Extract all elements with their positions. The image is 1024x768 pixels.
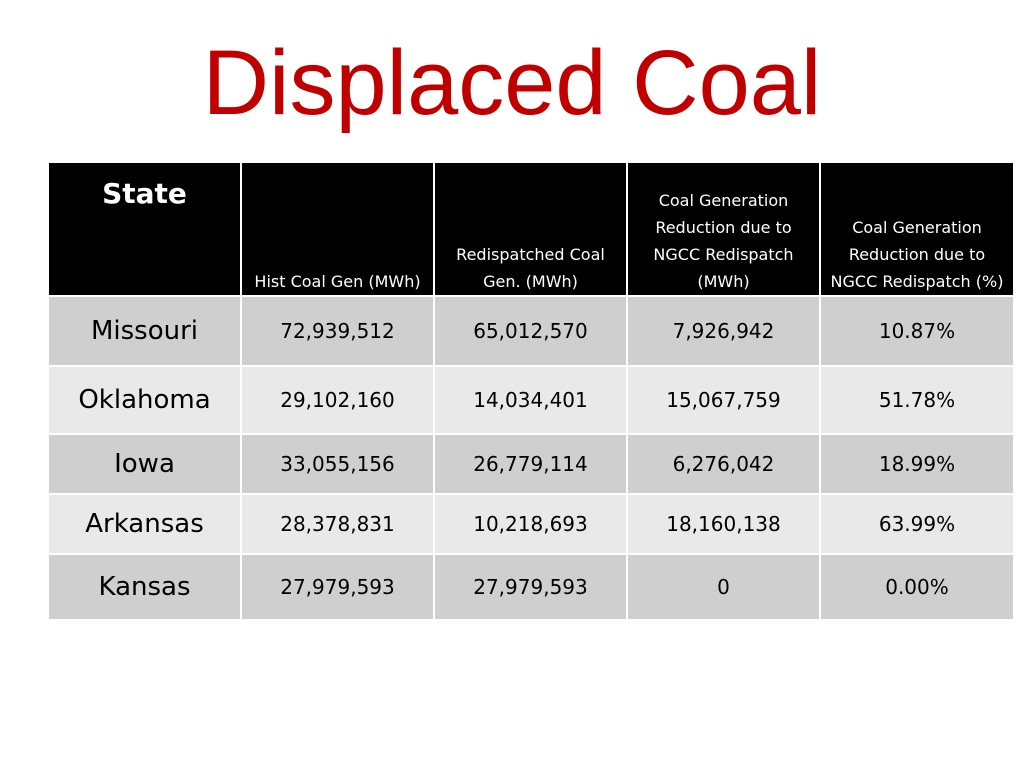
redispatched-coal-gen-cell: 14,034,401 bbox=[433, 365, 628, 435]
redispatched-coal-gen-cell: 10,218,693 bbox=[433, 493, 628, 555]
table-row: Oklahoma 29,102,160 14,034,401 15,067,75… bbox=[47, 365, 1015, 435]
reduction-pct-cell: 10.87% bbox=[819, 295, 1015, 367]
state-cell: Oklahoma bbox=[47, 365, 242, 435]
table-header-row: State Hist Coal Gen (MWh) Redispatched C… bbox=[47, 161, 1015, 297]
reduction-mwh-cell: 7,926,942 bbox=[626, 295, 821, 367]
header-reduction-pct: Coal Generation Reduction due to NGCC Re… bbox=[819, 161, 1015, 297]
reduction-mwh-cell: 18,160,138 bbox=[626, 493, 821, 555]
table-row: Iowa 33,055,156 26,779,114 6,276,042 18.… bbox=[47, 433, 1015, 495]
hist-coal-gen-cell: 33,055,156 bbox=[240, 433, 435, 495]
reduction-mwh-cell: 0 bbox=[626, 553, 821, 621]
reduction-mwh-cell: 6,276,042 bbox=[626, 433, 821, 495]
redispatched-coal-gen-cell: 27,979,593 bbox=[433, 553, 628, 621]
reduction-mwh-cell: 15,067,759 bbox=[626, 365, 821, 435]
reduction-pct-cell: 51.78% bbox=[819, 365, 1015, 435]
state-cell: Iowa bbox=[47, 433, 242, 495]
hist-coal-gen-cell: 72,939,512 bbox=[240, 295, 435, 367]
header-redispatched-coal-gen: Redispatched Coal Gen. (MWh) bbox=[433, 161, 628, 297]
hist-coal-gen-cell: 29,102,160 bbox=[240, 365, 435, 435]
table-row: Missouri 72,939,512 65,012,570 7,926,942… bbox=[47, 295, 1015, 367]
table-row: Kansas 27,979,593 27,979,593 0 0.00% bbox=[47, 553, 1015, 621]
hist-coal-gen-cell: 27,979,593 bbox=[240, 553, 435, 621]
hist-coal-gen-cell: 28,378,831 bbox=[240, 493, 435, 555]
header-state: State bbox=[47, 161, 242, 297]
reduction-pct-cell: 0.00% bbox=[819, 553, 1015, 621]
state-cell: Kansas bbox=[47, 553, 242, 621]
reduction-pct-cell: 63.99% bbox=[819, 493, 1015, 555]
header-hist-coal-gen: Hist Coal Gen (MWh) bbox=[240, 161, 435, 297]
reduction-pct-cell: 18.99% bbox=[819, 433, 1015, 495]
displaced-coal-table: State Hist Coal Gen (MWh) Redispatched C… bbox=[47, 161, 1015, 621]
state-cell: Arkansas bbox=[47, 493, 242, 555]
slide-title: Displaced Coal bbox=[202, 32, 822, 134]
table-row: Arkansas 28,378,831 10,218,693 18,160,13… bbox=[47, 493, 1015, 555]
header-reduction-mwh: Coal Generation Reduction due to NGCC Re… bbox=[626, 161, 821, 297]
redispatched-coal-gen-cell: 26,779,114 bbox=[433, 433, 628, 495]
redispatched-coal-gen-cell: 65,012,570 bbox=[433, 295, 628, 367]
state-cell: Missouri bbox=[47, 295, 242, 367]
